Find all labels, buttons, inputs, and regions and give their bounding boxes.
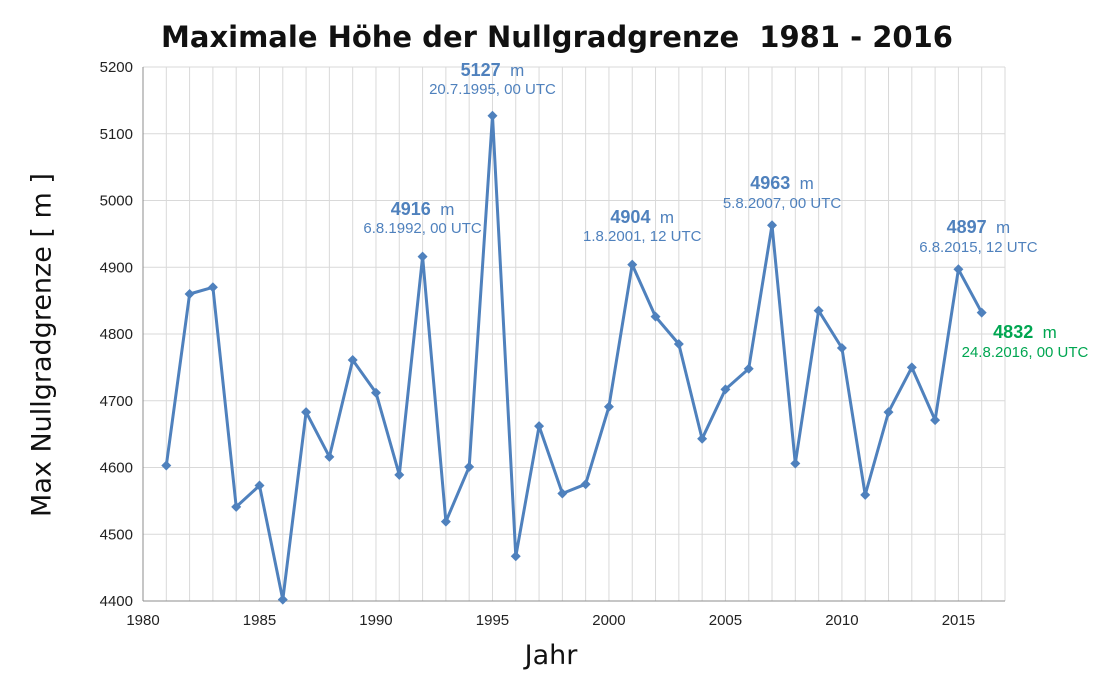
- y-tick-label: 4900: [100, 259, 133, 276]
- data-series: [161, 110, 987, 605]
- chart-title: Maximale Höhe der Nullgradgrenze 1981 - …: [161, 20, 953, 54]
- data-point: [487, 110, 498, 121]
- annotation-2007: 4963 m 5.8.2007, 00 UTC: [723, 173, 841, 213]
- annotation-value: 4916: [390, 198, 431, 219]
- annotation-value: 5127: [460, 59, 501, 80]
- tick-labels: 4400 4500 4600 4700 4800 4900 5000 5100 5200 1980…: [100, 59, 975, 629]
- data-point: [627, 259, 638, 270]
- chart-grid: [142, 66, 1006, 602]
- annotation-1995: 5127 m 20.7.1995, 00 UTC: [429, 60, 556, 100]
- data-point: [976, 307, 987, 318]
- y-tick-label: 4800: [100, 326, 133, 343]
- annotation-unit: m: [500, 60, 525, 80]
- annotation-value: 4832: [993, 322, 1034, 342]
- annotation-value: 4904: [610, 206, 651, 227]
- data-point: [930, 415, 941, 426]
- x-axis-label: Jahr: [524, 640, 578, 671]
- data-point: [370, 387, 381, 398]
- x-tick-label: 2015: [942, 612, 975, 629]
- y-tick-label: 4700: [100, 393, 133, 410]
- data-point: [324, 451, 335, 462]
- data-point: [603, 401, 614, 412]
- data-point: [231, 501, 242, 512]
- data-point: [836, 343, 847, 354]
- data-point: [301, 407, 312, 418]
- y-tick-label: 4400: [100, 593, 133, 610]
- data-point: [673, 339, 684, 350]
- annotation-date: 20.7.1995, 00 UTC: [429, 81, 556, 99]
- annotation-2001: 4904 m 1.8.2001, 12 UTC: [583, 207, 701, 247]
- data-point: [813, 305, 824, 316]
- annotation-1992: 4916 m 6.8.1992, 00 UTC: [363, 199, 481, 239]
- data-point: [650, 311, 661, 322]
- annotation-unit: m: [650, 207, 675, 227]
- data-point: [767, 220, 778, 231]
- x-tick-label: 1990: [359, 612, 392, 629]
- data-point: [417, 251, 428, 262]
- annotation-date: 24.8.2016, 00 UTC: [961, 343, 1089, 361]
- annotation-date: 6.8.2015, 12 UTC: [919, 238, 1038, 256]
- y-tick-label: 5000: [100, 193, 133, 210]
- x-tick-label: 2010: [825, 612, 858, 629]
- data-point: [184, 288, 195, 299]
- data-point: [347, 355, 358, 366]
- chart-axes: [142, 67, 1005, 602]
- annotation-value: 4963: [750, 173, 791, 194]
- data-point: [790, 458, 801, 469]
- annotation-unit: m: [1033, 323, 1057, 342]
- data-point: [440, 516, 451, 527]
- x-tick-label: 2000: [592, 612, 625, 629]
- annotation-unit: m: [790, 174, 814, 194]
- data-point: [161, 460, 172, 471]
- data-point: [743, 363, 754, 374]
- annotation-value: 4897: [946, 217, 987, 238]
- x-tick-label: 1985: [243, 612, 276, 629]
- annotation-2015: 4897 m 6.8.2015, 12 UTC: [919, 217, 1037, 257]
- data-point: [953, 264, 964, 275]
- data-point: [906, 362, 917, 373]
- series-line: [164, 114, 984, 602]
- annotation-2016: 4832 m 24.8.2016, 00 UTC: [962, 322, 1089, 362]
- data-point: [883, 407, 894, 418]
- data-point: [394, 469, 405, 480]
- data-point: [860, 489, 871, 500]
- data-point: [557, 488, 568, 499]
- y-tick-label: 5100: [100, 126, 133, 143]
- y-tick-label: 5200: [100, 59, 133, 76]
- annotation-unit: m: [430, 199, 455, 219]
- data-point: [510, 551, 521, 562]
- annotation-date: 5.8.2007, 00 UTC: [722, 194, 842, 212]
- data-point: [720, 384, 731, 395]
- x-tick-label: 1980: [126, 612, 159, 629]
- data-point: [277, 594, 288, 605]
- y-tick-label: 4500: [100, 526, 133, 543]
- x-tick-label: 1995: [476, 612, 509, 629]
- data-point: [697, 433, 708, 444]
- annotation-unit: m: [986, 218, 1011, 238]
- y-tick-label: 4600: [100, 460, 133, 477]
- annotation-date: 1.8.2001, 12 UTC: [583, 228, 702, 246]
- data-point: [207, 282, 218, 293]
- data-point: [254, 480, 265, 491]
- data-point: [534, 421, 545, 432]
- x-tick-label: 2005: [709, 612, 742, 629]
- annotation-date: 6.8.1992, 00 UTC: [363, 220, 482, 238]
- data-point: [580, 479, 591, 490]
- data-point: [464, 461, 475, 472]
